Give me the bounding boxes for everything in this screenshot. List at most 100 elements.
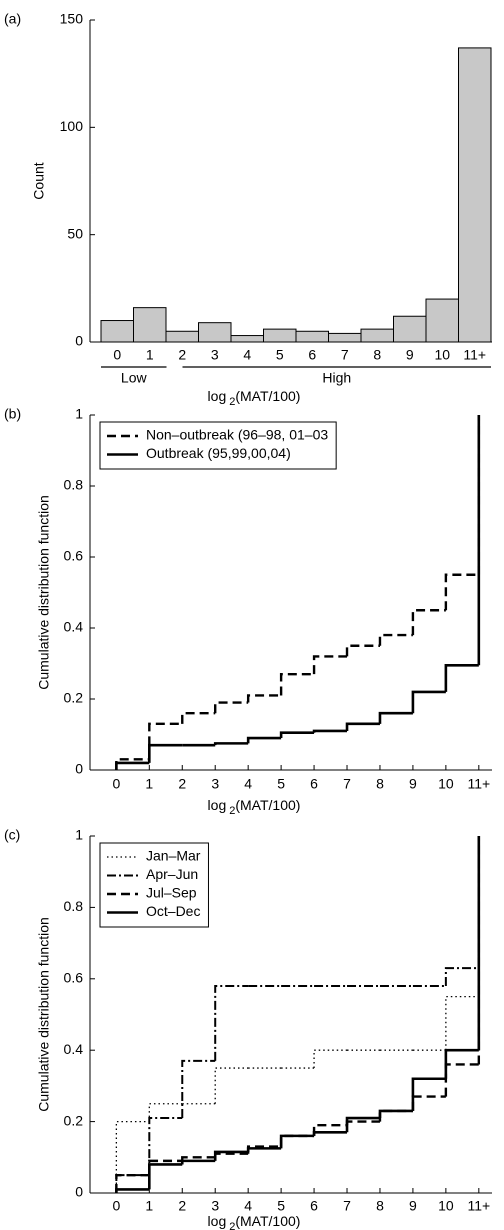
x-tick-label: 1 [145, 776, 153, 792]
step-segment [378, 1109, 413, 1122]
step-segment [411, 1077, 446, 1111]
step-segment [411, 1095, 446, 1111]
step-segment [279, 731, 315, 739]
step-segment [246, 694, 282, 703]
step-segment [246, 736, 282, 744]
x-axis-label: log 2(MAT/100) [208, 797, 301, 817]
panel-label: (c) [4, 827, 20, 843]
step-segment [411, 609, 446, 636]
step-segment [214, 1152, 249, 1158]
x-tick-label: 5 [276, 347, 284, 363]
y-tick-label: 1 [75, 827, 83, 843]
step-segment [213, 1150, 249, 1161]
x-axis-label-subscript: 2 [229, 396, 235, 408]
bar [230, 335, 264, 343]
step-segment [345, 644, 380, 657]
x-tick-label: 6 [310, 1198, 318, 1214]
x-tick-label: 4 [244, 776, 252, 792]
bar [100, 320, 134, 343]
x-axis-label-part: (MAT/100) [235, 1213, 300, 1229]
x-tick-label: 10 [438, 1198, 454, 1214]
step-segment [115, 1120, 150, 1193]
x-tick-label: 9 [406, 347, 414, 363]
x-tick-label: 5 [277, 1198, 285, 1214]
bar [360, 328, 394, 343]
step-segment [378, 711, 413, 724]
step-segment [214, 701, 249, 714]
step-segment [313, 1049, 348, 1069]
step-segment [279, 1134, 315, 1147]
step-segment [180, 1159, 216, 1165]
legend-label: Oct–Dec [146, 903, 200, 919]
step-segment [312, 729, 348, 733]
panel-label: (a) [4, 11, 21, 27]
y-tick-label: 0 [75, 333, 83, 349]
bar [133, 307, 167, 343]
bar [295, 330, 329, 343]
step-segment [148, 743, 183, 763]
x-tick-label: 8 [376, 776, 384, 792]
x-tick-label: 0 [113, 347, 121, 363]
legend-label: Jul–Sep [146, 885, 197, 901]
x-tick-label: 5 [277, 776, 285, 792]
y-tick-label: 0.4 [64, 1041, 84, 1057]
x-tick-label: 11+ [467, 1198, 490, 1214]
step-segment [378, 1109, 413, 1119]
x-axis-label-subscript: 2 [229, 805, 235, 817]
step-segment [444, 967, 479, 986]
bar [458, 47, 492, 343]
y-tick-label: 0 [75, 761, 83, 777]
step-segment [148, 1163, 183, 1190]
step-segment [115, 761, 150, 770]
y-tick-label: 100 [60, 118, 84, 134]
step-segment [444, 573, 479, 611]
x-tick-label: 2 [178, 776, 186, 792]
x-axis-label-subscript: 2 [229, 1221, 235, 1230]
y-tick-label: 0.8 [64, 477, 84, 493]
x-tick-label: 2 [178, 1198, 186, 1214]
panel-label: (b) [4, 406, 21, 422]
group-label: High [322, 370, 351, 386]
x-tick-label: 4 [243, 347, 251, 363]
y-tick-label: 0.6 [64, 548, 84, 564]
step-segment [345, 1116, 380, 1133]
bar [393, 315, 427, 343]
step-segment [444, 663, 479, 692]
step-segment [312, 1123, 348, 1136]
x-tick-label: 0 [112, 1198, 120, 1214]
step-segment [279, 1134, 315, 1149]
x-axis-label-part: (MAT/100) [235, 388, 300, 404]
x-tick-label: 0 [112, 776, 120, 792]
x-tick-label: 7 [343, 776, 351, 792]
step-segment [345, 1120, 380, 1126]
x-tick-label: 8 [373, 347, 381, 363]
x-axis-label: log 2(MAT/100) [208, 1213, 301, 1230]
step-segment [115, 1188, 150, 1193]
x-tick-label: 7 [343, 1198, 351, 1214]
x-tick-label: 3 [211, 776, 219, 792]
legend-label: Jan–Mar [146, 848, 201, 864]
step-segment [445, 996, 479, 1051]
x-tick-label: 2 [178, 347, 186, 363]
x-tick-label: 3 [211, 1198, 219, 1214]
step-segment [214, 1067, 249, 1104]
step-segment [148, 1159, 183, 1176]
bar [165, 330, 199, 343]
bar [263, 328, 297, 343]
bar [328, 332, 362, 343]
step-segment [214, 984, 249, 1061]
bar [425, 298, 459, 343]
step-segment [148, 1103, 183, 1122]
step-segment [115, 1173, 150, 1193]
step-segment [115, 758, 150, 770]
x-tick-label: 10 [434, 347, 450, 363]
step-segment [148, 1117, 183, 1176]
y-tick-label: 0.4 [64, 619, 84, 635]
x-tick-label: 10 [438, 776, 454, 792]
x-tick-label: 9 [409, 1198, 417, 1214]
y-tick-label: 0.2 [64, 1112, 84, 1128]
y-tick-label: 0.2 [64, 690, 84, 706]
y-tick-label: 50 [67, 225, 83, 241]
